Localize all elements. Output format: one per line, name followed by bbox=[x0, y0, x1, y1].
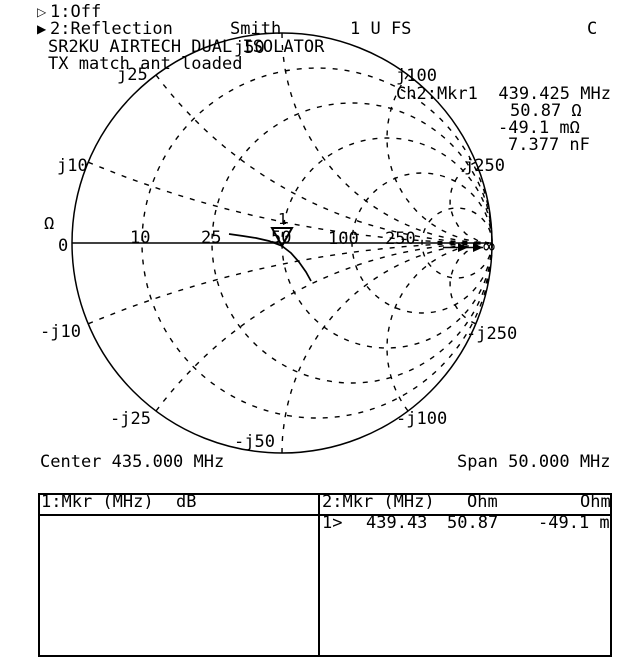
smith-reactance-arc bbox=[281, 32, 489, 244]
smith-grid-label: -j50 bbox=[234, 432, 275, 452]
smith-grid-label: -j100 bbox=[396, 409, 447, 429]
title-line-2: TX match ant loaded bbox=[48, 54, 243, 74]
smith-grid-label: 100 bbox=[328, 229, 359, 249]
smith-grid-label: j10 bbox=[57, 156, 88, 176]
smith-grid-label: -j250 bbox=[466, 324, 517, 344]
marker-readout-capacitance: 7.377 nF bbox=[508, 135, 590, 155]
smith-reactance-arc bbox=[386, 242, 489, 412]
channel-2-status: 2:Reflection bbox=[50, 19, 173, 39]
smith-grid-label: -j10 bbox=[40, 322, 81, 342]
table-row-freq: 439.43 bbox=[366, 513, 428, 533]
marker-table bbox=[38, 493, 612, 657]
smith-grid-label: 10 bbox=[130, 228, 150, 248]
marker-1-number: 1 bbox=[278, 210, 287, 228]
trace-arrowhead-icon bbox=[458, 243, 468, 252]
smith-reactance-arc bbox=[87, 161, 489, 244]
smith-reactance-arc bbox=[87, 242, 489, 325]
marker-readout-resistance: 50.87 Ω bbox=[510, 101, 582, 121]
trace-ch2-reflection bbox=[228, 233, 312, 282]
table-ch2-unit-ohm-2: Ohm bbox=[580, 492, 611, 512]
smith-grid-label: j50 bbox=[234, 38, 265, 58]
smith-grid-label: 250 bbox=[385, 229, 416, 249]
smith-grid-label: j250 bbox=[464, 156, 505, 176]
format-label: Smith bbox=[230, 19, 282, 39]
correction-indicator: C bbox=[587, 19, 598, 39]
table-row-imag: -49.1 m bbox=[538, 513, 610, 533]
marker-readout-reactance: -49.1 mΩ bbox=[498, 118, 580, 138]
marker-readout-freq: Ch2:Mkr1 439.425 MHz bbox=[396, 84, 611, 104]
table-ch1-unit-db: dB bbox=[176, 492, 197, 512]
smith-resistance-circle bbox=[421, 207, 493, 279]
marker-1-triangle-icon bbox=[270, 227, 294, 249]
table-ch2-header: 2:Mkr (MHz) bbox=[322, 492, 435, 512]
smith-reactance-arc bbox=[386, 74, 489, 244]
trace-arrowhead-icon bbox=[473, 243, 483, 252]
smith-grid-label: j25 bbox=[117, 65, 148, 85]
smith-grid-label: 25 bbox=[201, 228, 221, 248]
marker-table-header-line bbox=[40, 514, 610, 516]
smith-reactance-arc bbox=[449, 161, 489, 244]
table-ch1-header: 1:Mkr (MHz) bbox=[41, 492, 154, 512]
smith-chart-svg: 1 j50 j100 j250 j25 j10 Ω0 -j10 -j25 -j50 -j100 -j2… bbox=[40, 32, 517, 454]
title-line-1: SR2KU AIRTECH DUAL ISOLATOR bbox=[48, 37, 325, 57]
smith-reactance-arc bbox=[281, 242, 489, 454]
channel-2-indicator-icon: ▶ bbox=[37, 22, 47, 36]
smith-grid-label: Ω bbox=[44, 214, 54, 234]
smith-grid-label: j100 bbox=[396, 66, 437, 86]
table-ch2-unit-ohm-1: Ohm bbox=[467, 492, 498, 512]
scale-label: 1 U FS bbox=[350, 19, 412, 39]
channel-1-indicator-icon: ▷ bbox=[37, 5, 47, 19]
span-frequency: Span 50.000 MHz bbox=[457, 452, 611, 472]
smith-grid-label: ∞ bbox=[483, 234, 495, 258]
smith-reactance-arc bbox=[155, 74, 489, 244]
table-row-marker-num: 1> bbox=[322, 513, 343, 533]
marker-table-divider bbox=[318, 495, 320, 655]
smith-reactance-arc bbox=[449, 242, 489, 325]
smith-grid-label: -j25 bbox=[110, 409, 151, 429]
center-frequency: Center 435.000 MHz bbox=[40, 452, 225, 472]
table-row-real: 50.87 bbox=[447, 513, 499, 533]
smith-grid-label: 50 bbox=[271, 228, 291, 248]
smith-reactance-arc bbox=[155, 242, 489, 412]
channel-1-status: 1:Off bbox=[50, 2, 102, 22]
smith-grid-label: 0 bbox=[58, 236, 68, 256]
